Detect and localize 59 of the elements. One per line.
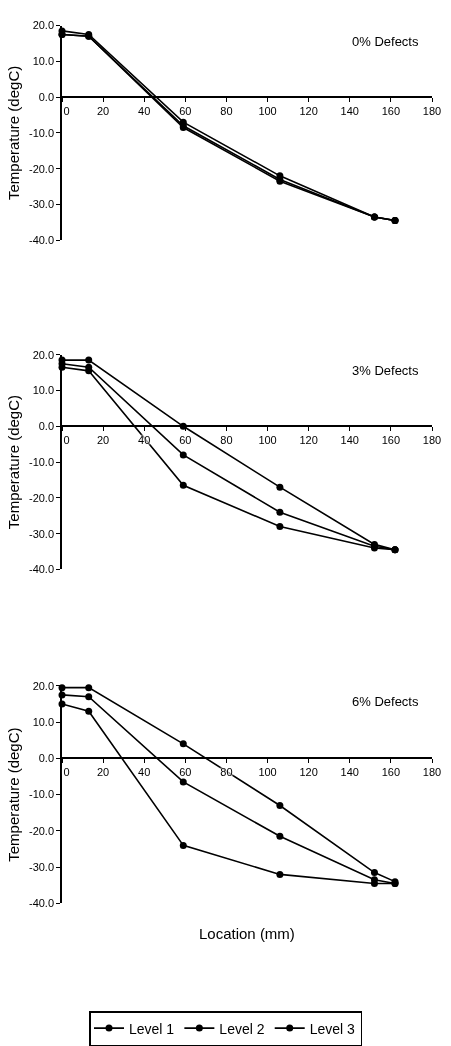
y-tick-label: 20.0 xyxy=(32,19,55,32)
y-tick-label: -10.0 xyxy=(28,788,55,801)
x-tick-label: 20 xyxy=(96,434,110,447)
x-tick-label: 140 xyxy=(340,766,359,779)
y-tick-label: -30.0 xyxy=(28,527,55,540)
x-tick-label: 120 xyxy=(299,766,318,779)
y-axis-title: Temperature (degC) xyxy=(4,727,22,862)
y-tick-label: 20.0 xyxy=(32,679,55,692)
x-tick-label: 140 xyxy=(340,105,359,118)
y-tick-label: 10.0 xyxy=(32,55,55,68)
text: 0% Defects xyxy=(352,34,419,49)
y-tick-label: -40.0 xyxy=(28,234,55,247)
x-tick-label: 140 xyxy=(340,434,359,447)
x-tick-label: 160 xyxy=(381,105,401,118)
x-tick-label: 120 xyxy=(299,105,318,118)
y-tick-label: 10.0 xyxy=(32,715,55,728)
x-tick-label: 60 xyxy=(179,434,192,447)
y-tick-label: -10.0 xyxy=(28,126,55,139)
x-tick-label: 160 xyxy=(381,766,401,779)
x-tick-label: 120 xyxy=(299,434,318,447)
y-tick-label: -20.0 xyxy=(28,491,55,504)
x-tick-label: 180 xyxy=(422,766,442,779)
legend-label: Level 2 xyxy=(219,1020,265,1037)
y-tick-label: 10.0 xyxy=(32,384,55,397)
x-tick-label: 80 xyxy=(220,105,233,118)
x-tick-label: 180 xyxy=(422,434,442,447)
text: 3% Defects xyxy=(352,363,419,378)
x-tick-label: 0 xyxy=(54,105,70,118)
y-axis-title: Temperature (degC) xyxy=(4,394,22,530)
y-tick-label: -20.0 xyxy=(28,162,55,175)
y-tick-label: -10.0 xyxy=(28,455,55,468)
x-tick-label: 60 xyxy=(179,105,192,118)
x-tick-label: 60 xyxy=(179,766,192,779)
y-tick-label: -40.0 xyxy=(28,563,55,576)
y-axis-title: Temperature (degC) xyxy=(4,65,22,201)
x-tick-label: 160 xyxy=(381,434,401,447)
y-tick-label: 0.0 xyxy=(38,90,55,103)
x-tick-label: 20 xyxy=(96,105,110,118)
x-tick-label: 0 xyxy=(54,766,70,779)
x-tick-label: 180 xyxy=(422,105,442,118)
legend-label: Level 1 xyxy=(129,1020,175,1037)
x-axis-title: Location (mm) xyxy=(199,925,295,942)
x-tick-label: 100 xyxy=(258,105,277,118)
x-tick-label: 80 xyxy=(220,434,233,447)
x-tick-label: 100 xyxy=(258,434,277,447)
x-tick-label: 20 xyxy=(96,766,110,779)
legend-label: Level 3 xyxy=(309,1020,356,1037)
y-tick-label: 0.0 xyxy=(38,420,55,433)
y-tick-label: -30.0 xyxy=(28,198,55,211)
x-tick-label: 0 xyxy=(54,434,70,447)
y-tick-label: 0.0 xyxy=(38,752,55,765)
x-tick-label: 100 xyxy=(258,766,277,779)
text: 6% Defects xyxy=(352,694,419,709)
y-tick-label: -20.0 xyxy=(28,824,55,837)
y-tick-label: -30.0 xyxy=(28,860,55,873)
x-tick-label: 40 xyxy=(138,105,151,118)
y-tick-label: 20.0 xyxy=(32,348,55,361)
x-tick-label: 40 xyxy=(138,766,151,779)
y-tick-label: -40.0 xyxy=(28,897,55,910)
